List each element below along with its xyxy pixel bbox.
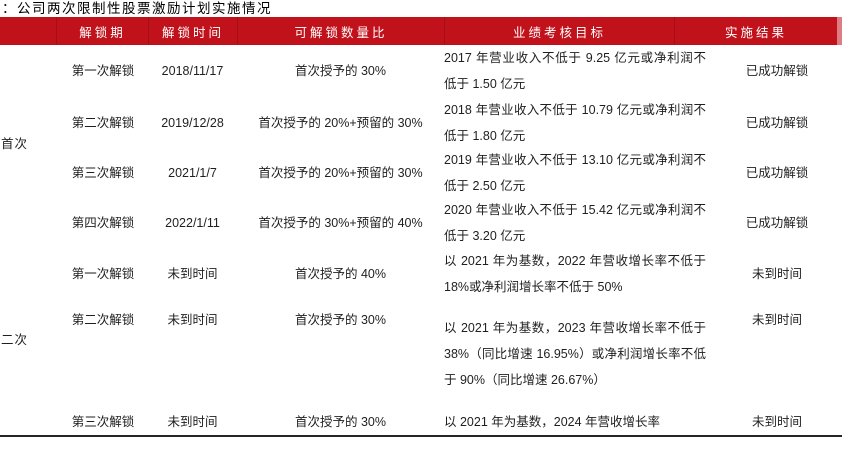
table-row: 第二次解锁 2019/12/28 首次授予的 20%+预留的 30% 2018 … xyxy=(0,97,842,147)
table-row: 第一次解锁 未到时间 首次授予的 40% 以 2021 年为基数，2022 年营… xyxy=(0,247,842,300)
cell-period: 第三次解锁 xyxy=(71,414,135,429)
cell-target: 以 2021 年为基数，2024 年营收增长率 xyxy=(444,414,661,429)
figure-title: ：公司两次限制性股票激励计划实施情况 xyxy=(2,1,272,16)
cell-period: 第一次解锁 xyxy=(71,64,135,78)
cell-period: 第三次解锁 xyxy=(71,166,135,180)
table-row: 第二次解锁 未到时间 首次授予的 30% 以 2021 年为基数，2023 年营… xyxy=(0,300,842,408)
cell-group xyxy=(0,247,58,300)
group-label-first: 首次 xyxy=(1,137,29,151)
cell-result: 未到时间 xyxy=(751,313,802,327)
cell-ratio: 首次授予的 30% xyxy=(295,64,386,78)
cell-time: 2022/1/11 xyxy=(165,216,220,230)
title-band: ：公司两次限制性股票激励计划实施情况 xyxy=(0,0,842,17)
header-right-edge xyxy=(837,17,842,45)
cell-time: 未到时间 xyxy=(167,414,218,429)
cell-time: 未到时间 xyxy=(167,266,218,281)
cell-period: 第二次解锁 xyxy=(71,313,135,327)
cell-target: 2018 年营业收入不低于 10.79 亿元或净利润不低于 1.80 亿元 xyxy=(444,103,706,143)
cell-target: 2019 年营业收入不低于 13.10 亿元或净利润不低于 2.50 亿元 xyxy=(444,153,706,193)
cell-target: 以 2021 年为基数，2023 年营收增长率不低于 38%（同比增速 16.9… xyxy=(444,321,706,387)
cell-target: 以 2021 年为基数，2022 年营收增长率不低于 18%或净利润增长率不低于… xyxy=(444,253,706,294)
table-row: 第三次解锁 2021/1/7 首次授予的 20%+预留的 30% 2019 年营… xyxy=(0,147,842,197)
cell-target: 2017 年营业收入不低于 9.25 亿元或净利润不低于 1.50 亿元 xyxy=(444,51,706,91)
cell-target: 2020 年营业收入不低于 15.42 亿元或净利润不低于 3.20 亿元 xyxy=(444,203,706,243)
table-row: 第三次解锁 未到时间 首次授予的 30% 以 2021 年为基数，2024 年营… xyxy=(0,408,842,435)
cell-ratio: 首次授予的 40% xyxy=(295,266,386,281)
table-body: 首次 二次 第一次解锁 2018/11/17 首次授予的 30% 2017 年营… xyxy=(0,45,842,437)
cell-time: 2018/11/17 xyxy=(161,64,224,78)
cell-period: 第二次解锁 xyxy=(71,116,135,130)
cell-result: 已成功解锁 xyxy=(745,64,809,78)
cell-group xyxy=(0,45,58,97)
table-row: 第四次解锁 2022/1/11 首次授予的 30%+预留的 40% 2020 年… xyxy=(0,197,842,247)
cell-time: 未到时间 xyxy=(167,313,218,327)
cell-result: 未到时间 xyxy=(751,414,802,429)
cell-period: 第四次解锁 xyxy=(71,216,135,230)
header-result: 实施结果 xyxy=(674,17,837,45)
cell-ratio: 首次授予的 30%+预留的 40% xyxy=(258,216,423,230)
cell-ratio: 首次授予的 30% xyxy=(295,313,386,327)
header-time: 解锁时间 xyxy=(148,17,237,45)
table-row: 第一次解锁 2018/11/17 首次授予的 30% 2017 年营业收入不低于… xyxy=(0,45,842,97)
cell-ratio: 首次授予的 20%+预留的 30% xyxy=(258,116,423,130)
cell-result: 已成功解锁 xyxy=(745,166,809,180)
table-header-row: 解锁期 解锁时间 可解锁数量比 业绩考核目标 实施结果 xyxy=(0,17,842,45)
cell-time: 2019/12/28 xyxy=(161,116,224,130)
header-target: 业绩考核目标 xyxy=(444,17,674,45)
group-label-second: 二次 xyxy=(1,333,29,347)
header-ratio: 可解锁数量比 xyxy=(237,17,444,45)
cell-group xyxy=(0,300,58,408)
cell-ratio: 首次授予的 20%+预留的 30% xyxy=(258,166,423,180)
cell-group xyxy=(0,408,58,435)
cell-result: 已成功解锁 xyxy=(745,116,809,130)
cell-period: 第一次解锁 xyxy=(71,266,135,281)
cell-time: 2021/1/7 xyxy=(168,166,217,180)
cell-group xyxy=(0,197,58,249)
header-period: 解锁期 xyxy=(56,17,148,45)
cell-result: 已成功解锁 xyxy=(745,216,809,230)
header-group-spacer xyxy=(0,17,56,45)
cell-group xyxy=(0,147,58,199)
cell-ratio: 首次授予的 30% xyxy=(295,414,386,429)
cell-result: 未到时间 xyxy=(751,266,802,281)
